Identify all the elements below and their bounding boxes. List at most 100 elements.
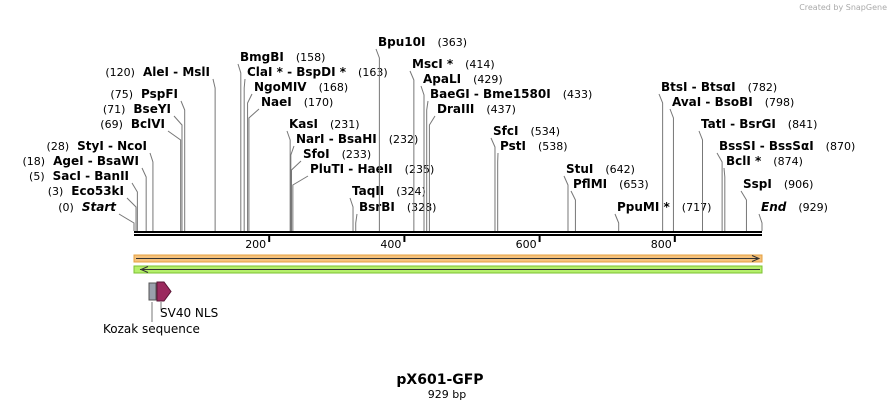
site-name: StyI - NcoI <box>77 139 147 153</box>
site-label: SspI (906) <box>743 177 813 191</box>
site-label: PflMI (653) <box>573 177 649 191</box>
site-position: (3) <box>48 185 64 198</box>
site-name: TaqII <box>352 184 384 198</box>
feature-label: Kozak sequence <box>103 322 200 336</box>
site-label: TatI - BsrGI (841) <box>701 117 817 131</box>
site-position: (168) <box>319 81 349 94</box>
site-position: (870) <box>826 140 856 153</box>
site-position: (231) <box>330 118 360 131</box>
site-label: TaqII (324) <box>352 184 426 198</box>
site-position: (324) <box>396 185 426 198</box>
site-name: KasI <box>289 117 318 131</box>
site-name: MscI * <box>412 57 454 71</box>
site-line <box>141 167 147 231</box>
ruler-tick-label: 800 <box>651 238 672 251</box>
site-label: (120) AleI - MslI <box>105 65 210 79</box>
site-label: ClaI * - BspDI * (163) <box>247 65 388 79</box>
site-position: (782) <box>748 81 778 94</box>
site-line <box>237 63 242 231</box>
site-name: BtsI - BtsαI <box>661 80 736 94</box>
site-line <box>149 152 154 231</box>
site-name: NaeI <box>261 95 292 109</box>
site-label: SfcI (534) <box>493 124 560 138</box>
site-position: (328) <box>407 201 437 214</box>
site-line <box>243 78 246 231</box>
site-line <box>716 152 723 231</box>
site-position: (71) <box>103 103 126 116</box>
ruler-gap <box>134 233 762 234</box>
site-line <box>570 190 576 231</box>
site-line <box>118 213 135 231</box>
site-position: (363) <box>437 36 467 49</box>
site-name: SfoI <box>303 147 330 161</box>
site-line <box>247 93 253 231</box>
site-name: DraIII <box>437 102 474 116</box>
site-line <box>758 213 763 231</box>
site-name: Bpu10I <box>378 35 425 49</box>
site-name: End <box>761 200 787 214</box>
site-name: Start <box>82 200 117 214</box>
watermark: Created by SnapGene <box>799 3 887 12</box>
site-position: (120) <box>105 66 135 79</box>
site-label: StuI (642) <box>566 162 635 176</box>
site-name: StuI <box>566 162 593 176</box>
site-position: (642) <box>605 163 635 176</box>
site-label: BaeGI - Bme1580I (433) <box>430 87 592 101</box>
site-label: (5) SacI - BanII <box>29 169 129 183</box>
site-name: BsrBI <box>359 200 395 214</box>
site-label: NgoMIV (168) <box>254 80 348 94</box>
site-label: (0) Start <box>58 200 117 214</box>
site-line <box>248 108 260 231</box>
site-label: ApaLI (429) <box>423 72 503 86</box>
site-line <box>409 70 415 231</box>
site-label: (3) Eco53kI <box>48 184 124 198</box>
site-label: (18) AgeI - BsaWI <box>23 154 140 168</box>
site-label: BclI * (874) <box>726 154 803 168</box>
site-name: SspI <box>743 177 772 191</box>
site-label: (28) StyI - NcoI <box>47 139 147 153</box>
site-position: (232) <box>389 133 419 146</box>
site-line <box>173 115 183 231</box>
site-line <box>426 100 429 231</box>
site-position: (433) <box>563 88 593 101</box>
site-line <box>167 130 182 231</box>
site-position: (717) <box>682 201 712 214</box>
site-position: (534) <box>530 125 560 138</box>
site-line <box>669 108 674 231</box>
site-line <box>349 197 354 231</box>
site-line <box>291 160 302 231</box>
site-line <box>375 48 380 231</box>
site-label: BsrBI (328) <box>359 200 436 214</box>
site-line <box>563 175 569 231</box>
site-name: BaeGI - Bme1580I <box>430 87 551 101</box>
site-label: DraIII (437) <box>437 102 516 116</box>
site-line <box>490 137 496 231</box>
site-name: BclI * <box>726 154 762 168</box>
ruler-tick-label: 600 <box>516 238 537 251</box>
site-position: (429) <box>473 73 503 86</box>
site-name: NgoMIV <box>254 80 307 94</box>
site-line <box>212 78 216 231</box>
site-position: (5) <box>29 170 45 183</box>
site-position: (69) <box>100 118 123 131</box>
site-line <box>614 213 620 231</box>
kozak-box <box>148 282 157 301</box>
site-label: PluTI - HaeII (235) <box>310 162 434 176</box>
site-name: BclVI <box>131 117 165 131</box>
site-name: NarI - BsaHI <box>296 132 377 146</box>
site-label: NaeI (170) <box>261 95 333 109</box>
site-label: MscI * (414) <box>412 57 495 71</box>
site-line <box>355 213 358 231</box>
site-label: (69) BclVI <box>100 117 165 131</box>
site-label: (75) PspFI <box>110 87 178 101</box>
site-position: (233) <box>342 148 372 161</box>
site-line <box>126 197 137 231</box>
sv40-arrow <box>156 281 172 302</box>
site-position: (653) <box>619 178 649 191</box>
site-position: (414) <box>465 58 495 71</box>
site-name: PspFI <box>141 87 178 101</box>
site-line <box>420 85 425 231</box>
site-name: BmgBI <box>240 50 284 64</box>
site-name: PpuMI * <box>617 200 671 214</box>
